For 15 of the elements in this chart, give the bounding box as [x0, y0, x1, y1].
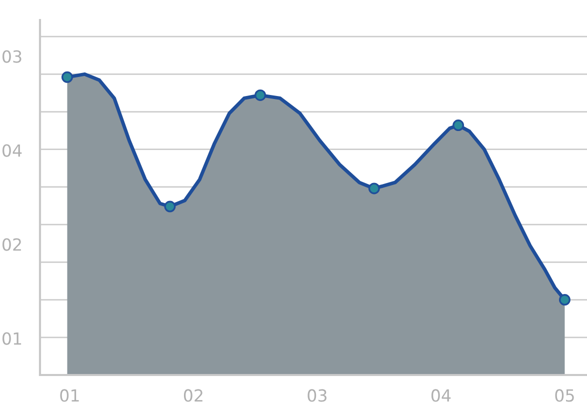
point: [254, 89, 266, 101]
x-tick-label: 01: [60, 389, 79, 402]
point: [61, 71, 73, 83]
x-tick-label: 02: [184, 389, 202, 402]
x-tick-label: 04: [431, 389, 451, 402]
text: 04: [2, 144, 22, 157]
x-tick-label: 03: [308, 389, 326, 402]
text: 03: [2, 50, 22, 63]
point: [452, 120, 464, 132]
text: 01: [2, 332, 22, 345]
point: [558, 294, 570, 306]
point: [368, 182, 380, 194]
x-tick-label: 05: [555, 389, 574, 402]
point: [164, 200, 176, 212]
text: 02: [2, 238, 21, 251]
